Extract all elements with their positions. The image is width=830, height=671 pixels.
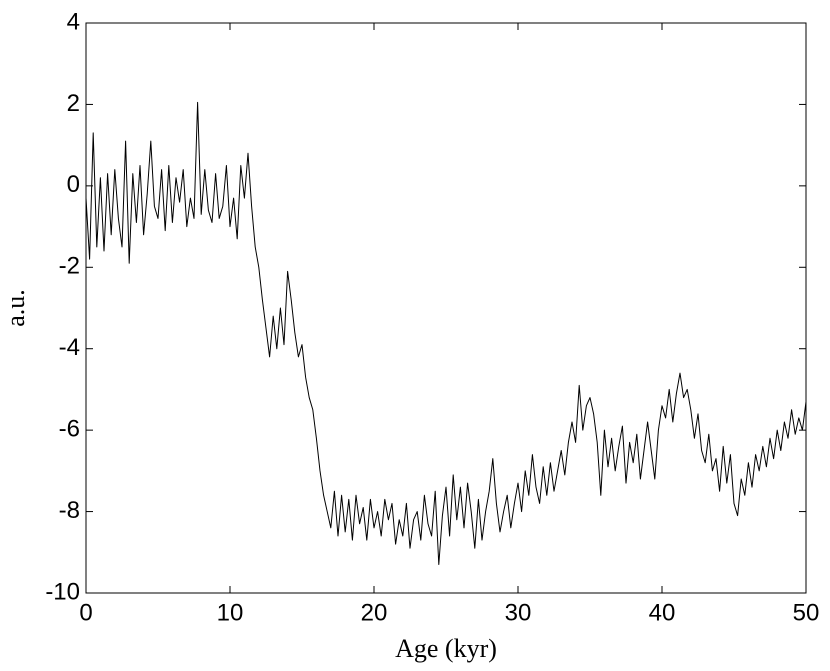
x-axis-label: Age (kyr): [395, 634, 497, 663]
data-line: [85, 101, 807, 565]
y-tick-label: 4: [67, 8, 80, 35]
x-tick-label: 30: [505, 599, 532, 626]
y-axis-label: a.u.: [1, 289, 30, 327]
y-tick-label: -4: [59, 334, 80, 361]
y-tick-label: -10: [45, 578, 80, 605]
x-tick-label: 0: [79, 599, 92, 626]
x-tick-label: 10: [217, 599, 244, 626]
y-tick-label: 2: [67, 90, 80, 117]
y-tick-label: -6: [59, 415, 80, 442]
plot-frame: [85, 22, 807, 594]
y-tick-label: 0: [67, 171, 80, 198]
y-tick-label: -8: [59, 497, 80, 524]
x-tick-label: 40: [649, 599, 676, 626]
y-tick-label: -2: [59, 253, 80, 280]
x-tick-label: 20: [361, 599, 388, 626]
x-tick-label: 50: [793, 599, 820, 626]
